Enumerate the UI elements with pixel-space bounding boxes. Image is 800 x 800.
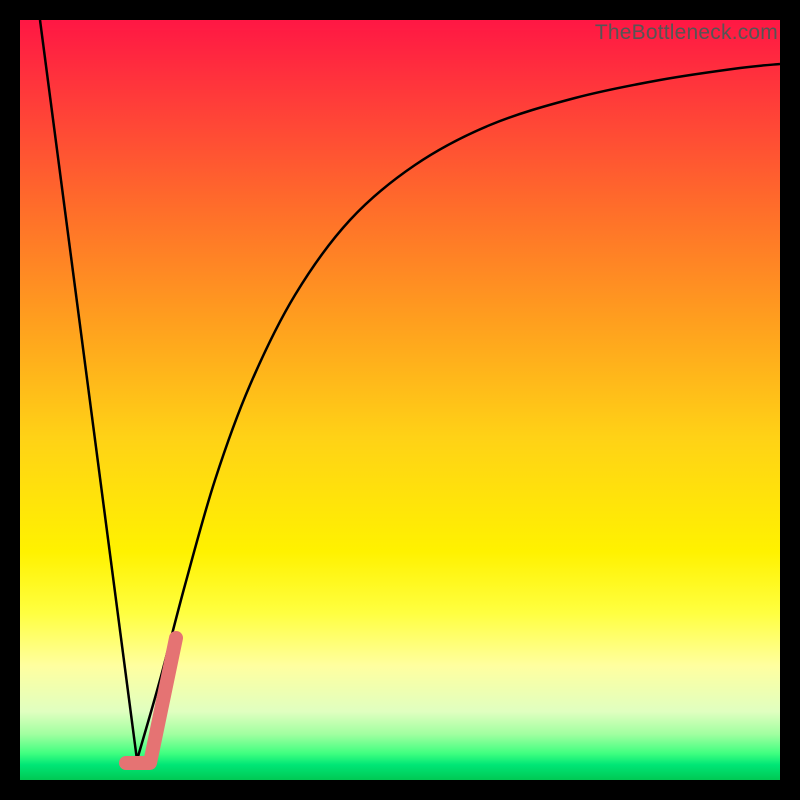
curve-layer [20,20,780,780]
j-marker [126,638,176,763]
watermark-text: TheBottleneck.com [595,21,778,45]
plot-area: TheBottleneck.com [20,20,780,780]
left-descending-line [40,20,137,760]
right-ascending-curve [137,64,780,760]
